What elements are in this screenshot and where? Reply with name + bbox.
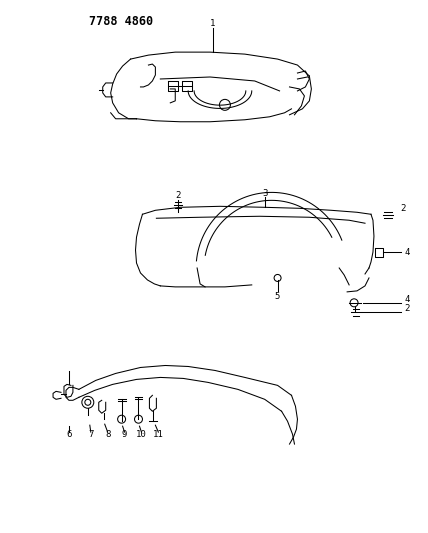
Text: 7: 7 bbox=[88, 430, 93, 439]
Text: 9: 9 bbox=[122, 430, 127, 439]
Text: 8: 8 bbox=[105, 430, 110, 439]
Text: 2: 2 bbox=[400, 204, 405, 213]
Text: 5: 5 bbox=[275, 292, 280, 301]
Text: 10: 10 bbox=[136, 430, 147, 439]
Text: 4: 4 bbox=[404, 295, 410, 304]
Text: 2: 2 bbox=[404, 304, 410, 313]
Text: 3: 3 bbox=[262, 189, 268, 198]
Text: 6: 6 bbox=[66, 430, 71, 439]
Text: 2: 2 bbox=[175, 191, 181, 200]
Text: 11: 11 bbox=[153, 430, 164, 439]
Text: 1: 1 bbox=[210, 19, 216, 28]
Text: 4: 4 bbox=[404, 247, 410, 256]
Text: 7788 4860: 7788 4860 bbox=[89, 15, 153, 28]
